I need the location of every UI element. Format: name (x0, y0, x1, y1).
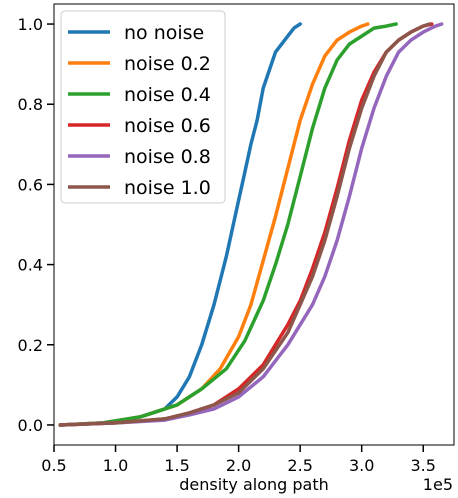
series-line-5 (58, 22, 432, 427)
series-line-4 (58, 22, 444, 427)
legend-label-1: noise 0.2 (124, 53, 211, 75)
y-tick-label: 0.0 (18, 416, 43, 435)
legend-label-2: noise 0.4 (124, 84, 211, 106)
y-tick-label: 0.2 (18, 336, 43, 355)
x-tick-label: 1.5 (164, 456, 189, 475)
x-tick-label: 3.5 (411, 456, 436, 475)
series-layer (58, 22, 444, 427)
y-tick-label: 0.4 (18, 256, 43, 275)
legend-label-0: no noise (124, 22, 204, 44)
x-tick-label: 2.0 (226, 456, 251, 475)
ticks-layer: 0.5 1.0 1.5 2.0 2.5 3.0 3.5 0.0 0.2 0.4 0.6 0.8 1.0 (18, 15, 436, 475)
legend-label-4: noise 0.8 (124, 146, 211, 168)
plot-frame (53, 3, 455, 446)
x-tick-label: 2.5 (287, 456, 312, 475)
y-tick-label: 1.0 (18, 15, 43, 34)
y-tick-label: 0.8 (18, 95, 43, 114)
y-tick-label: 0.6 (18, 175, 43, 194)
series-line-2 (58, 22, 398, 427)
legend-label-3: noise 0.6 (124, 115, 211, 137)
x-axis-label: density along path (179, 475, 329, 494)
legend: no noise noise 0.2 noise 0.4 noise 0.6 noise… (60, 10, 226, 204)
x-tick-label: 3.0 (349, 456, 374, 475)
x-axis-offset-label: 1e5 (423, 475, 453, 494)
legend-label-5: noise 1.0 (124, 177, 211, 199)
x-tick-label: 0.5 (41, 456, 66, 475)
x-tick-label: 1.0 (103, 456, 128, 475)
